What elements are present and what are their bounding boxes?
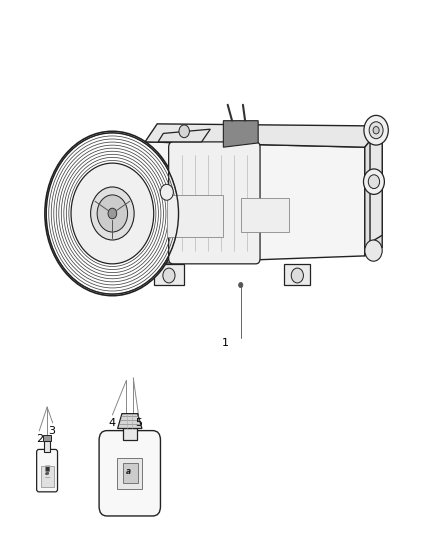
Text: 3: 3 xyxy=(48,426,55,436)
Circle shape xyxy=(368,175,380,189)
Circle shape xyxy=(365,240,382,261)
Circle shape xyxy=(71,163,154,264)
FancyBboxPatch shape xyxy=(37,449,57,492)
Circle shape xyxy=(364,115,389,145)
Polygon shape xyxy=(223,120,258,147)
Polygon shape xyxy=(284,264,311,285)
Text: e: e xyxy=(45,471,49,476)
Polygon shape xyxy=(145,142,365,264)
Bar xyxy=(241,198,289,232)
Bar xyxy=(43,435,51,441)
Circle shape xyxy=(364,169,385,195)
Text: a: a xyxy=(125,467,131,476)
Text: 5: 5 xyxy=(135,418,142,428)
Bar xyxy=(123,429,137,440)
Bar xyxy=(44,441,50,452)
Bar xyxy=(167,195,223,237)
Text: ■: ■ xyxy=(45,466,49,471)
Text: —: — xyxy=(44,463,50,469)
Polygon shape xyxy=(117,414,142,429)
Bar xyxy=(117,458,142,489)
Circle shape xyxy=(179,125,189,138)
Polygon shape xyxy=(365,126,382,256)
Circle shape xyxy=(160,184,173,200)
Circle shape xyxy=(91,187,134,240)
FancyBboxPatch shape xyxy=(99,431,160,516)
FancyBboxPatch shape xyxy=(169,142,260,264)
Circle shape xyxy=(291,268,304,283)
Text: 4: 4 xyxy=(109,418,116,428)
Text: 2: 2 xyxy=(35,434,43,444)
Circle shape xyxy=(163,268,175,283)
Polygon shape xyxy=(158,129,210,142)
Circle shape xyxy=(45,131,180,296)
Bar xyxy=(124,463,138,483)
Polygon shape xyxy=(154,264,184,285)
Circle shape xyxy=(108,208,117,219)
Polygon shape xyxy=(370,123,382,243)
Circle shape xyxy=(373,126,379,134)
Circle shape xyxy=(97,195,127,232)
Text: 1: 1 xyxy=(222,338,229,349)
Bar xyxy=(41,466,53,487)
Polygon shape xyxy=(145,124,382,147)
Circle shape xyxy=(239,282,243,288)
Text: —: — xyxy=(44,475,50,480)
Circle shape xyxy=(369,122,383,139)
